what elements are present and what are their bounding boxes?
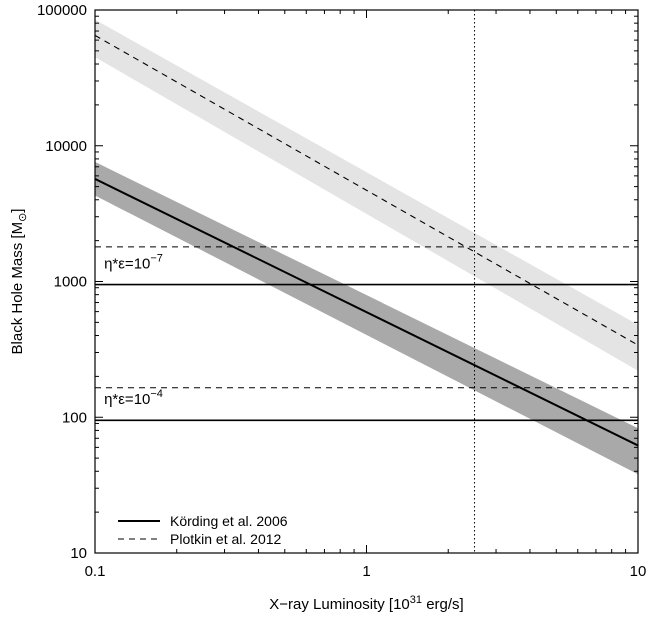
y-tick-label: 10000 [45,138,87,155]
x-axis-label: X−ray Luminosity [1031 erg/s] [269,594,463,613]
x-tick-label: 0.1 [85,563,106,580]
legend-label-1: Plotkin et al. 2012 [170,531,282,547]
lines-layer [95,10,638,553]
x-tick-label: 1 [362,563,370,580]
ticks-layer: 10 100 1000 10000 100000 0.1 1 10 [37,2,646,580]
y-tick-label: 10 [70,545,87,562]
band-1 [95,19,638,371]
series-line-1 [95,34,638,346]
y-tick-label: 100000 [37,2,87,19]
legend-label-0: Körding et al. 2006 [170,513,288,529]
annotation-0: η*ε=10−7 [104,252,163,272]
y-tick-label: 100 [62,409,87,426]
band-0 [95,161,638,475]
annotations-layer: η*ε=10−7 η*ε=10−4 [104,252,163,408]
series-line-0 [95,177,638,447]
annotation-1: η*ε=10−4 [104,388,163,408]
bands-layer [95,19,638,475]
legend: Körding et al. 2006 Plotkin et al. 2012 [118,513,288,547]
y-axis-label: Black Hole Mass [M⊙] [9,209,29,355]
y-tick-label: 1000 [54,274,87,291]
x-tick-label: 10 [630,563,647,580]
